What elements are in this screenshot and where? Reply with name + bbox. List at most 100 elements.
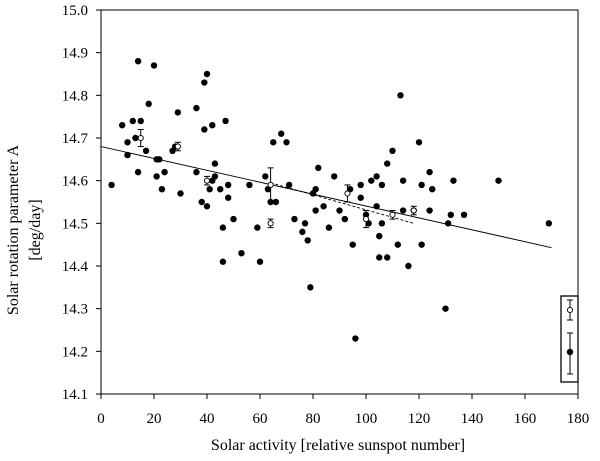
data-point-filled — [156, 156, 163, 163]
data-point-filled — [394, 241, 401, 248]
y-tick-label: 14.1 — [62, 387, 88, 403]
data-point-filled — [384, 254, 391, 261]
data-point-open — [362, 216, 370, 223]
data-point-filled — [384, 160, 391, 167]
plot-area-border — [100, 9, 579, 395]
data-point-filled — [378, 181, 386, 189]
data-point-filled — [270, 139, 277, 146]
data-point-filled — [299, 228, 306, 236]
data-point-filled — [426, 168, 433, 176]
data-point-filled — [426, 207, 433, 214]
y-tick-label: 15.0 — [62, 3, 88, 19]
data-point-filled — [447, 211, 454, 218]
data-point-open — [137, 134, 144, 142]
data-point-open — [267, 181, 274, 188]
data-point-filled — [357, 194, 364, 201]
data-point-filled — [272, 198, 280, 206]
data-point-filled — [246, 181, 253, 189]
data-point-filled — [129, 117, 136, 125]
data-point-filled — [341, 215, 348, 223]
x-tick-label: 40 — [200, 411, 215, 427]
data-point-filled — [291, 215, 298, 223]
data-point-open — [344, 190, 351, 197]
data-point-filled — [193, 168, 200, 176]
x-tick-label: 120 — [408, 411, 431, 427]
data-point-filled — [320, 203, 327, 210]
data-point-filled — [230, 215, 237, 223]
data-point-filled — [142, 147, 150, 154]
x-tick-label: 20 — [147, 411, 162, 427]
data-point-filled — [460, 211, 468, 218]
data-point-filled — [397, 92, 404, 99]
data-point-filled — [368, 177, 375, 184]
x-tick-label: 80 — [306, 411, 321, 427]
data-point-filled — [209, 122, 216, 129]
data-point-filled — [352, 335, 359, 342]
data-point-filled — [283, 139, 290, 146]
data-point-filled — [399, 177, 407, 184]
data-point-filled — [145, 100, 152, 108]
data-point-filled — [201, 79, 208, 86]
legend-box — [560, 295, 579, 383]
data-point-filled — [312, 207, 319, 214]
x-tick-label: 160 — [514, 411, 537, 427]
solid-trendline — [100, 146, 552, 249]
y-tick-label: 14.8 — [62, 88, 88, 104]
y-tick-label: 14.3 — [62, 302, 88, 318]
data-point-filled — [331, 173, 338, 180]
data-point-filled — [153, 173, 160, 180]
y-axis-title-line1: Solar rotation parameter A — [5, 144, 22, 315]
y-tick-label: 14.4 — [62, 259, 89, 275]
data-point-filled — [225, 194, 232, 201]
data-point-filled — [418, 241, 425, 248]
data-point-filled — [373, 203, 380, 210]
data-point-filled — [211, 173, 219, 180]
legend-filled-marker — [566, 348, 574, 356]
data-point-open — [389, 211, 396, 218]
data-point-filled — [132, 134, 139, 142]
data-point-filled — [304, 237, 311, 244]
data-point-filled — [450, 177, 457, 184]
data-point-open — [174, 143, 181, 150]
data-point-filled — [418, 181, 425, 189]
x-tick-label: 140 — [461, 411, 484, 427]
data-point-filled — [495, 177, 502, 184]
data-point-filled — [124, 151, 131, 159]
data-point-filled — [405, 262, 412, 270]
data-point-filled — [389, 147, 396, 154]
data-point-filled — [256, 258, 264, 265]
data-point-filled — [262, 173, 269, 180]
data-point-open — [267, 220, 274, 227]
data-point-filled — [442, 305, 449, 312]
data-point-filled — [203, 203, 211, 210]
data-point-filled — [222, 117, 229, 125]
data-point-filled — [119, 122, 126, 129]
data-point-filled — [278, 130, 285, 137]
data-point-filled — [203, 70, 211, 78]
data-point-filled — [198, 198, 205, 206]
data-point-filled — [201, 126, 208, 133]
data-point-filled — [444, 220, 452, 227]
data-point-filled — [307, 284, 314, 291]
data-point-filled — [158, 186, 166, 193]
data-point-filled — [301, 220, 309, 227]
data-point-filled — [206, 186, 213, 193]
data-point-filled — [415, 139, 423, 146]
data-point-filled — [108, 181, 115, 189]
x-tick-label: 60 — [253, 411, 268, 427]
data-point-filled — [134, 168, 142, 176]
y-axis-title-line2: [deg/day] — [27, 199, 44, 260]
x-axis-title: Solar activity [relative sunspot number] — [211, 437, 465, 454]
data-point-filled — [124, 139, 131, 146]
data-point-filled — [219, 258, 227, 265]
y-tick-label: 14.2 — [62, 344, 88, 360]
x-tick-label: 0 — [97, 411, 105, 427]
y-tick-label: 14.9 — [62, 46, 88, 62]
data-point-filled — [161, 168, 168, 176]
data-point-filled — [254, 224, 261, 231]
y-tick-label: 14.5 — [62, 216, 88, 232]
data-point-filled — [349, 241, 356, 248]
data-point-filled — [376, 254, 383, 261]
data-point-filled — [211, 160, 219, 167]
